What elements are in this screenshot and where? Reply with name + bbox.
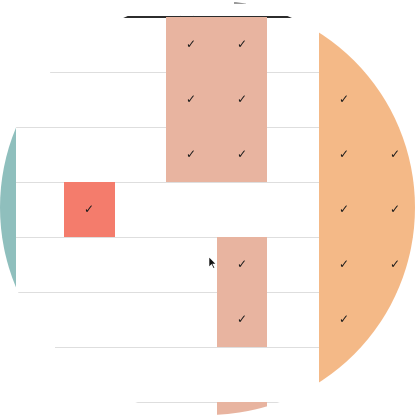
cell-block-light[interactable] — [217, 237, 267, 347]
cell-block-light[interactable] — [217, 402, 267, 415]
check-icon: ✓ — [389, 147, 401, 161]
check-icon: ✓ — [338, 202, 350, 216]
row-divider — [0, 182, 415, 183]
check-icon: ✓ — [185, 147, 197, 161]
check-icon: ✓ — [236, 147, 248, 161]
check-icon: ✓ — [236, 257, 248, 271]
check-icon: ✓ — [338, 257, 350, 271]
check-icon: ✓ — [338, 147, 350, 161]
check-icon: ✓ — [338, 312, 350, 326]
cell-block-light[interactable] — [166, 17, 267, 182]
check-icon: ✓ — [236, 312, 248, 326]
row-divider — [135, 402, 280, 403]
check-icon: ✓ — [185, 92, 197, 106]
check-icon: ✓ — [389, 202, 401, 216]
header-dash — [234, 2, 246, 4]
row-divider — [55, 347, 365, 348]
row-divider — [15, 292, 405, 293]
check-icon: ✓ — [236, 37, 248, 51]
cell-block-teal[interactable] — [0, 127, 16, 292]
check-icon: ✓ — [185, 37, 197, 51]
check-icon: ✓ — [236, 92, 248, 106]
check-icon: ✓ — [83, 202, 95, 216]
row-divider — [0, 237, 415, 238]
mouse-pointer-icon — [209, 257, 217, 269]
check-icon: ✓ — [389, 257, 401, 271]
cell-block-red[interactable] — [64, 182, 115, 237]
cell-block-orange[interactable] — [319, 0, 415, 415]
check-icon: ✓ — [338, 92, 350, 106]
